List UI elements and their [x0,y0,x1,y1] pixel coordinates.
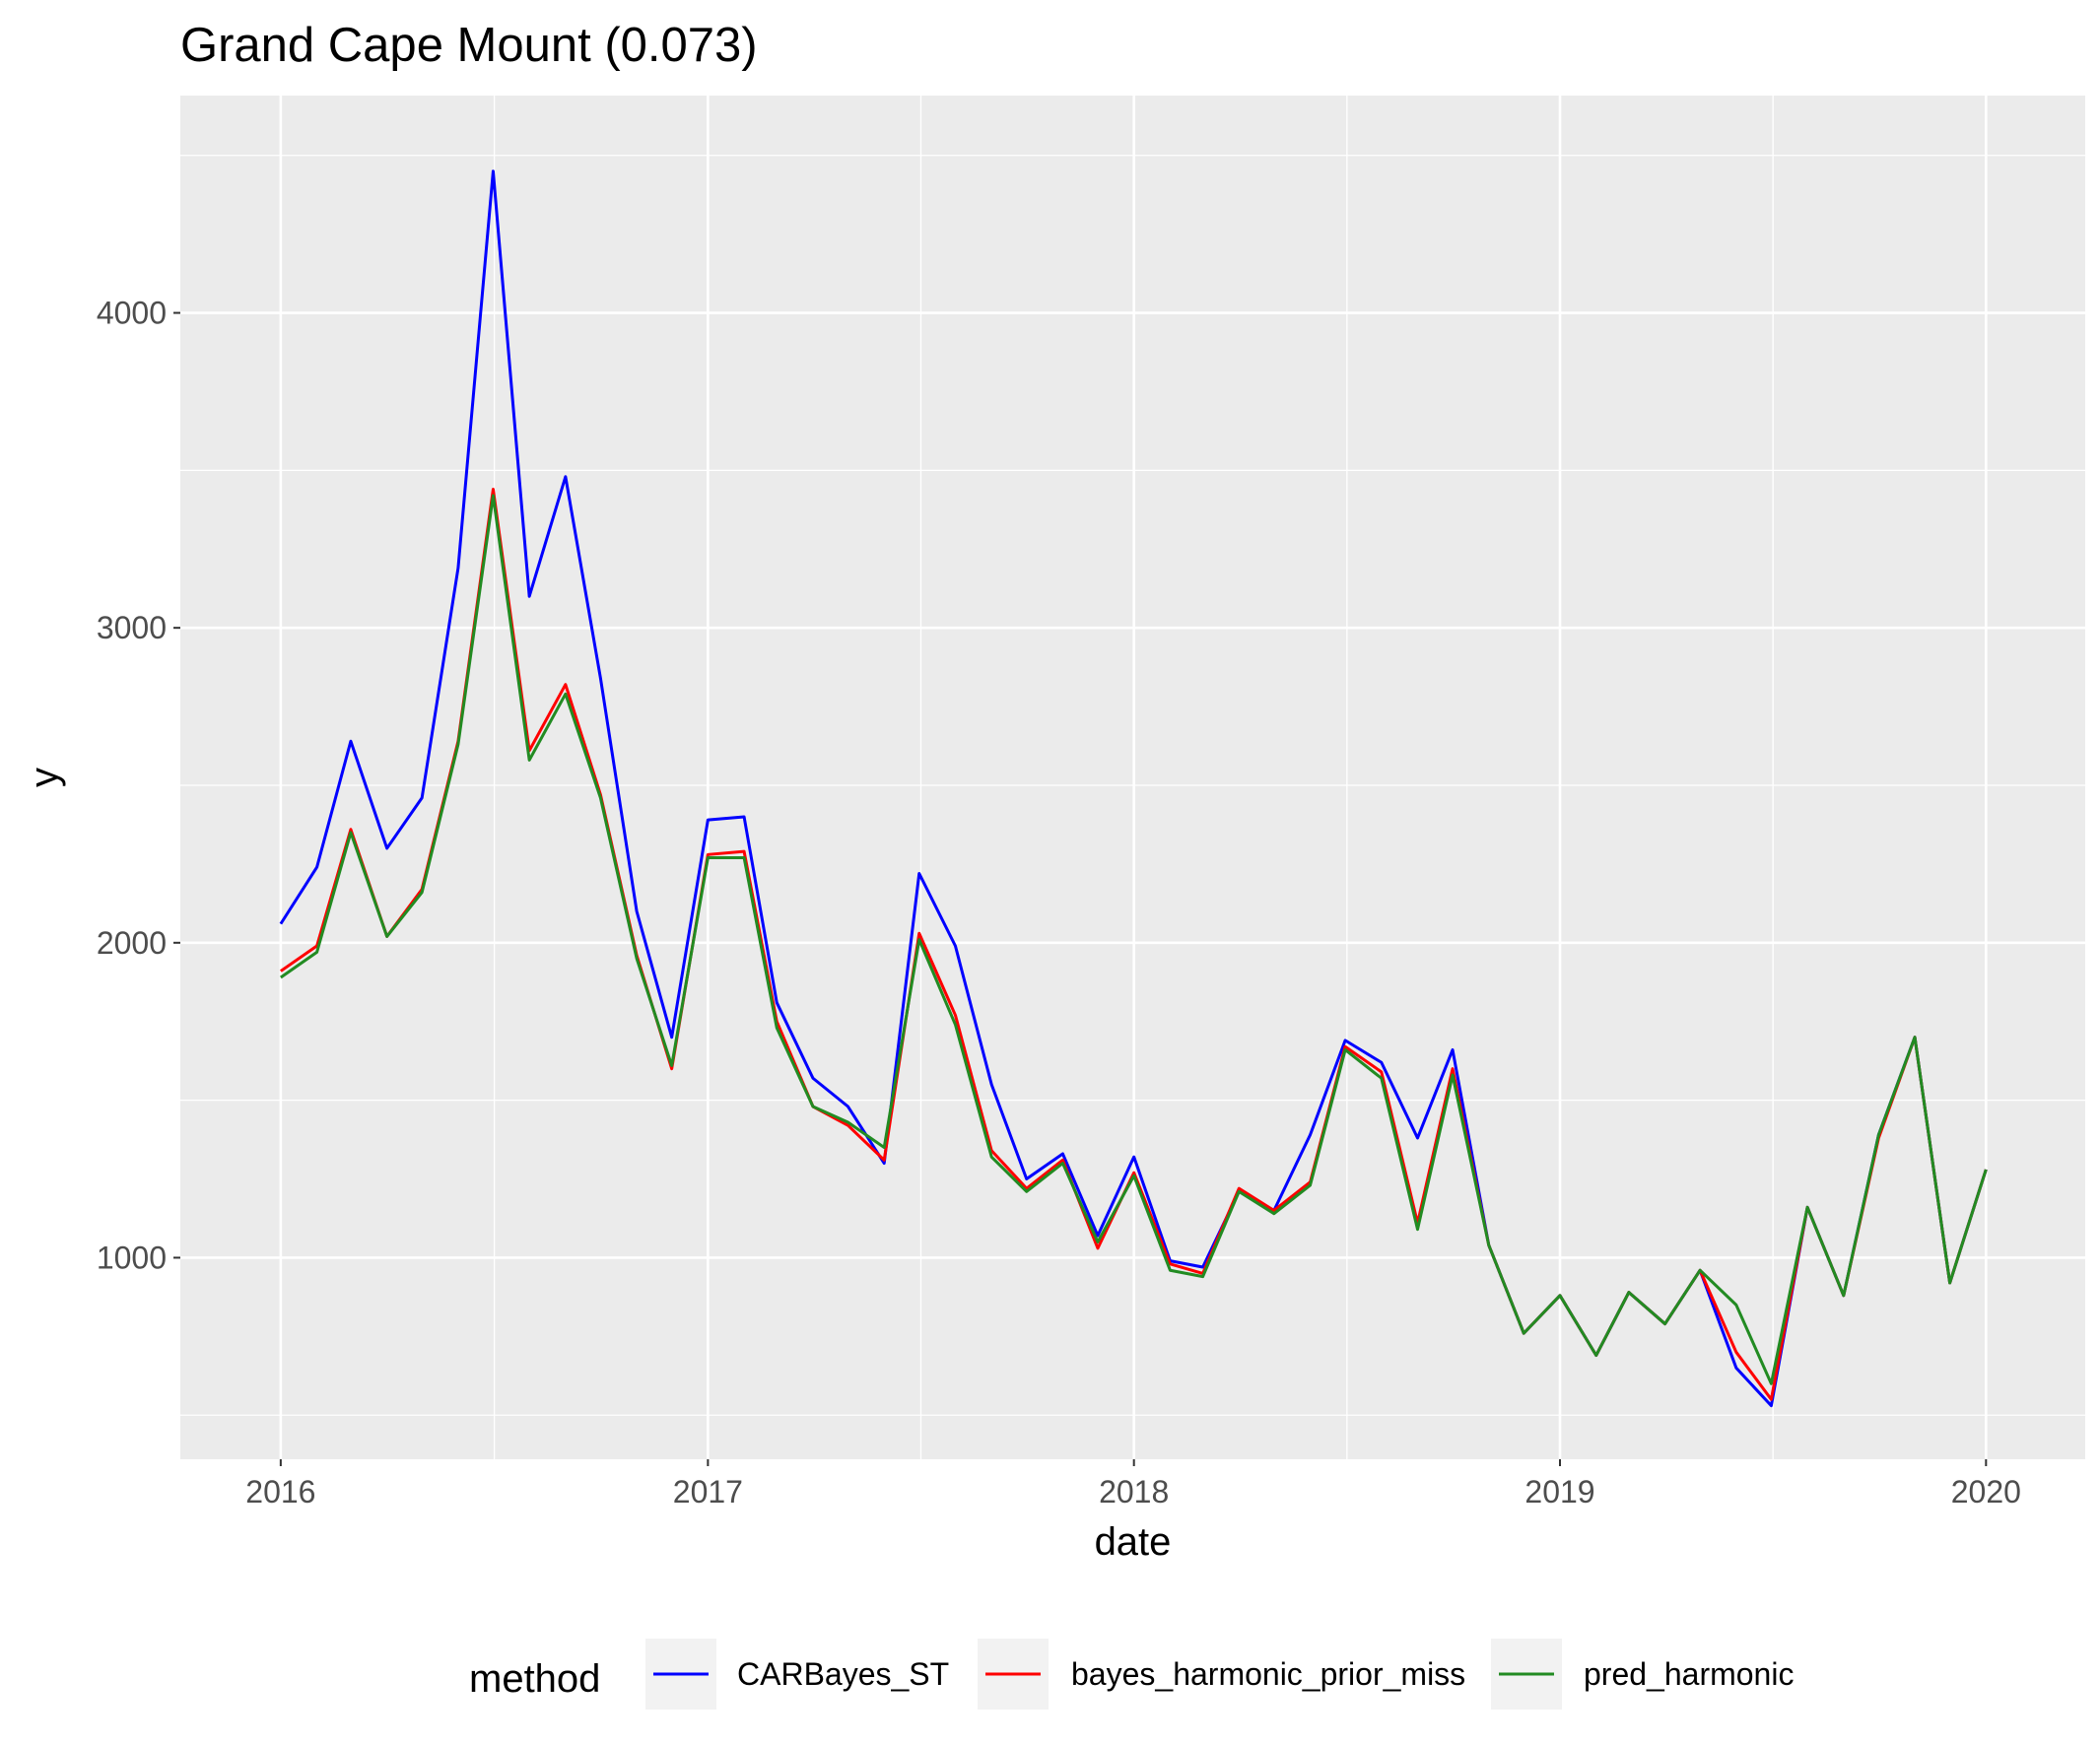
x-tick-label: 2019 [1524,1474,1594,1510]
x-tick-label: 2020 [1951,1474,2021,1510]
legend: method CARBayes_ST bayes_harmonic_prior_m… [469,1639,1794,1710]
x-tick-label: 2018 [1099,1474,1169,1510]
x-tick-label: 2016 [245,1474,315,1510]
x-axis: 2016 2017 2018 2019 2020 [245,1459,2021,1510]
y-axis-title: y [23,768,66,787]
major-gridlines [180,96,2085,1459]
legend-label: CARBayes_ST [737,1656,949,1692]
y-axis: 1000 2000 3000 4000 [97,296,180,1275]
legend-label: bayes_harmonic_prior_miss [1071,1656,1465,1692]
y-tick-label: 4000 [97,296,167,331]
legend-title: method [469,1657,600,1701]
x-tick-label: 2017 [673,1474,743,1510]
chart-title: Grand Cape Mount (0.073) [180,19,758,72]
series-lines [279,169,1988,1408]
legend-label: pred_harmonic [1584,1656,1794,1692]
series-line-pred-harmonic [280,494,1988,1385]
y-tick-label: 2000 [97,925,167,961]
x-axis-title: date [1095,1520,1172,1564]
y-tick-label: 3000 [97,610,167,645]
y-tick-label: 1000 [97,1240,167,1275]
